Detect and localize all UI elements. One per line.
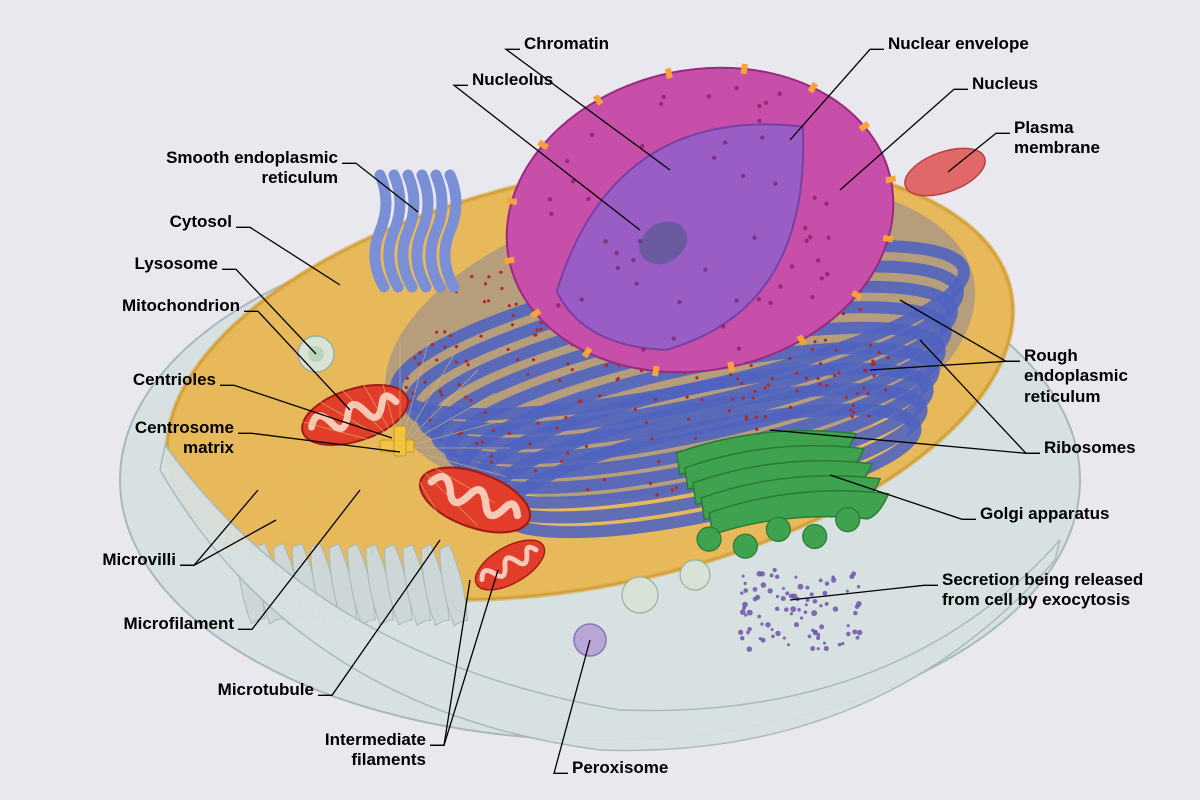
label-microvilli: Microvilli (102, 550, 176, 570)
label-cytosol: Cytosol (170, 212, 232, 232)
label-nucleolus: Nucleolus (472, 70, 553, 90)
label-centrosome-matrix: Centrosome matrix (135, 418, 234, 459)
label-chromatin: Chromatin (524, 34, 609, 54)
label-mitochondrion: Mitochondrion (122, 296, 240, 316)
label-secretion: Secretion being released from cell by ex… (942, 570, 1143, 611)
label-microfilament: Microfilament (123, 614, 234, 634)
label-peroxisome: Peroxisome (572, 758, 668, 778)
label-smooth-er: Smooth endoplasmic reticulum (166, 148, 338, 189)
label-plasma-membrane: Plasma membrane (1014, 118, 1100, 159)
label-rough-er: Rough endoplasmic reticulum (1024, 346, 1128, 407)
label-microtubule: Microtubule (218, 680, 314, 700)
label-ribosomes: Ribosomes (1044, 438, 1136, 458)
label-golgi: Golgi apparatus (980, 504, 1109, 524)
label-lysosome: Lysosome (135, 254, 218, 274)
label-centrioles: Centrioles (133, 370, 216, 390)
cell-diagram-stage: Chromatin Nuclear envelope Nucleolus Nucleu… (0, 0, 1200, 800)
label-nucleus: Nucleus (972, 74, 1038, 94)
label-intermediate: Intermediate filaments (325, 730, 426, 771)
label-nuclear-envelope: Nuclear envelope (888, 34, 1029, 54)
